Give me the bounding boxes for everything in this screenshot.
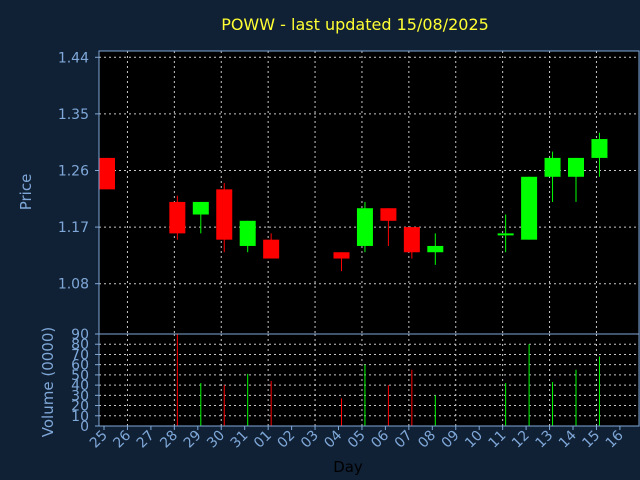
day-tick-label: 01 — [251, 428, 275, 452]
candle-body — [380, 208, 397, 221]
day-tick-label: 29 — [181, 428, 205, 452]
price-tick-label: 1.44 — [58, 50, 89, 66]
x-axis-label: Day — [333, 458, 363, 476]
price-plot-area — [99, 51, 639, 334]
price-tick-label: 1.35 — [58, 107, 89, 123]
price-tick-label: 1.17 — [58, 220, 89, 236]
day-tick-label: 25 — [87, 428, 111, 452]
candle-body — [427, 245, 444, 253]
candle-body — [192, 201, 209, 215]
price-tick-label: 1.26 — [58, 163, 89, 179]
volume-tick-label: 0 — [80, 419, 89, 435]
day-tick-label: 16 — [603, 427, 627, 451]
day-tick-label: 04 — [321, 427, 345, 451]
volume-tick-label: 40 — [71, 378, 89, 394]
candle-body — [216, 189, 233, 240]
day-tick-label: 09 — [439, 428, 463, 452]
candle-body — [169, 201, 186, 234]
price-candles — [99, 132, 608, 272]
day-tick-label: 26 — [110, 427, 134, 451]
volume-tick-label: 50 — [71, 368, 89, 384]
volume-plot-border — [98, 333, 640, 427]
day-tick-label: 03 — [298, 428, 322, 452]
volume-tick-label: 90 — [71, 327, 89, 343]
chart-title: POWW - last updated 15/08/2025 — [221, 15, 489, 34]
day-tick-label: 06 — [368, 427, 392, 451]
candle-body — [591, 139, 608, 158]
volume-tick-label: 80 — [71, 337, 89, 353]
day-tick-label: 30 — [204, 428, 228, 452]
candle-body — [263, 239, 280, 259]
day-tick-label: 07 — [392, 428, 416, 452]
volume-plot-area — [99, 334, 639, 426]
volume-tick-label: 30 — [71, 388, 89, 404]
day-tick-label: 11 — [486, 428, 510, 452]
volume-tick-label: 10 — [71, 409, 89, 425]
y-axis-label: Price — [17, 174, 35, 211]
day-tick-label: 28 — [157, 428, 181, 452]
day-tick-label: 31 — [228, 428, 252, 452]
candle-body — [356, 208, 373, 246]
volume-tick-label: 20 — [71, 399, 89, 415]
price-tick-labels: 1.08 1.17 1.26 1.35 1.44 — [58, 50, 99, 293]
price-tick-label: 1.08 — [58, 277, 89, 293]
candle-body — [568, 157, 584, 177]
volume-tick-label: 60 — [71, 358, 89, 374]
day-tick-label: 05 — [345, 428, 369, 452]
candle-body — [544, 157, 561, 177]
day-tick-label: 10 — [462, 428, 486, 452]
candle-body — [403, 227, 420, 253]
day-tick-label: 15 — [579, 428, 603, 452]
volume-tick-label: 70 — [71, 347, 89, 363]
day-tick-label: 08 — [415, 428, 439, 452]
candle-body — [521, 176, 538, 240]
candle-body — [239, 220, 256, 246]
day-tick-labels: 25 26 27 28 29 30 31 01 02 03 04 05 06 07 08 09 10 11 12 13… — [87, 426, 627, 451]
grid-lines — [99, 51, 639, 427]
candle-body — [497, 233, 514, 236]
day-tick-label: 12 — [509, 428, 533, 452]
day-tick-label: 27 — [134, 428, 158, 452]
day-tick-label: 14 — [556, 427, 580, 451]
volume-bars — [176, 334, 600, 426]
day-tick-label: 02 — [275, 428, 299, 452]
candle-body — [333, 252, 350, 259]
candle-body — [99, 157, 115, 190]
volume-axis-label: Volume (0000) — [39, 327, 57, 437]
day-tick-label: 13 — [532, 428, 556, 452]
